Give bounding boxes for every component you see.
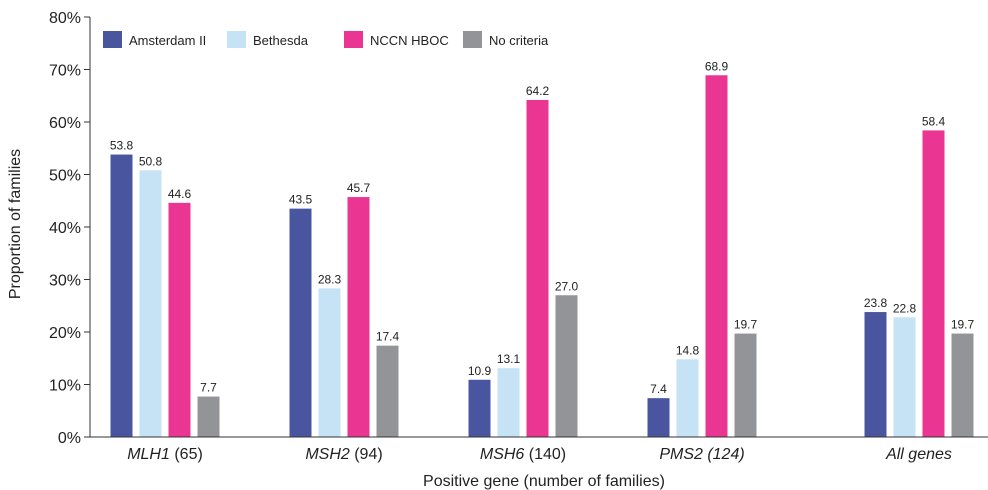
data-label: 64.2 (526, 84, 550, 98)
bar (347, 197, 370, 437)
bar (139, 170, 162, 438)
bar (893, 317, 916, 437)
category-labels: MLH1 (65) MSH2 (94) MSH6 (140) PMS2 (124) Al… (127, 446, 952, 463)
bar (555, 295, 578, 437)
bar (705, 75, 728, 438)
category-count: (140) (524, 446, 566, 463)
bar (289, 208, 312, 437)
category-gene: MSH6 (480, 446, 525, 463)
bar (468, 379, 491, 437)
category-gene: MLH1 (127, 446, 170, 463)
legend-swatch (103, 31, 122, 48)
category-count: (65) (170, 446, 203, 463)
bar (676, 359, 699, 437)
legend-swatch (344, 31, 363, 48)
legend: Amsterdam II Bethesda NCCN HBOC No criteria (103, 31, 549, 48)
bar (197, 396, 220, 437)
y-tick-label: 70% (49, 63, 81, 80)
data-label: 28.3 (318, 272, 342, 286)
data-labels: 53.8 50.8 44.6 7.7 43.5 28.3 45.7 17.4 10.9 13.1 6… (110, 59, 975, 396)
category-gene: PMS2 (124) (659, 446, 744, 463)
y-tick-label: 60% (49, 115, 81, 132)
data-label: 7.7 (200, 381, 217, 395)
bar (497, 368, 520, 437)
category-count: (94) (350, 446, 383, 463)
legend-label: Amsterdam II (129, 33, 206, 48)
legend-label: Bethesda (253, 33, 309, 48)
data-label: 43.5 (289, 193, 313, 207)
category-label: MLH1 (65) (127, 446, 203, 463)
data-label: 45.7 (347, 181, 371, 195)
y-axis-ticks: 0% 10% 20% 30% 40% 50% 60% 70% 80% (49, 10, 90, 447)
bar (110, 154, 133, 438)
data-label: 13.1 (497, 352, 521, 366)
axes (89, 17, 988, 438)
y-tick-label: 80% (49, 10, 81, 27)
data-label: 10.9 (468, 364, 492, 378)
category-gene: MSH2 (305, 446, 350, 463)
bar (168, 202, 191, 437)
bar (647, 398, 670, 437)
category-label: MSH2 (94) (305, 446, 382, 463)
y-axis-title: Proportion of families (7, 149, 24, 299)
bar (864, 312, 887, 437)
data-label: 53.8 (110, 139, 134, 153)
y-tick-label: 20% (49, 325, 81, 342)
bar (318, 288, 341, 437)
legend-label: No criteria (489, 33, 549, 48)
y-tick-label: 10% (49, 378, 81, 395)
legend-swatch (463, 31, 482, 48)
x-axis-title: Positive gene (number of families) (423, 473, 665, 490)
data-label: 58.4 (922, 114, 946, 128)
data-label: 44.6 (168, 187, 192, 201)
data-label: 50.8 (139, 154, 163, 168)
data-label: 19.7 (734, 318, 758, 332)
data-label: 22.8 (893, 301, 917, 315)
bar (922, 130, 945, 437)
category-gene: All genes (885, 446, 952, 463)
data-label: 14.8 (676, 343, 700, 357)
y-tick-label: 40% (49, 220, 81, 237)
legend-label: NCCN HBOC (370, 33, 449, 48)
bar (951, 333, 974, 437)
data-label: 27.0 (555, 279, 579, 293)
data-label: 7.4 (650, 382, 667, 396)
legend-swatch (227, 31, 246, 48)
bar (734, 333, 757, 437)
data-label: 19.7 (951, 318, 975, 332)
category-label: All genes (885, 446, 952, 463)
bar (526, 99, 549, 437)
category-label: MSH6 (140) (480, 446, 566, 463)
data-label: 23.8 (864, 296, 888, 310)
category-label: PMS2 (124) (659, 446, 744, 463)
bar (376, 345, 399, 437)
data-label: 17.4 (376, 330, 400, 344)
y-tick-label: 0% (58, 430, 81, 447)
y-tick-label: 30% (49, 273, 81, 290)
data-label: 68.9 (705, 59, 729, 73)
y-tick-label: 50% (49, 168, 81, 185)
bars (110, 75, 974, 438)
